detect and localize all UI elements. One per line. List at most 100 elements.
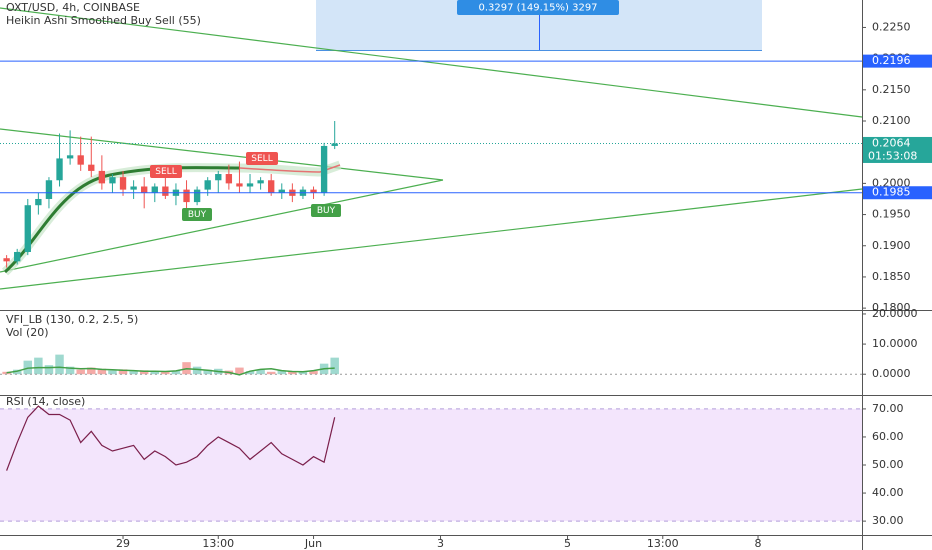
x-tick-label: 13:00 xyxy=(647,537,679,550)
candle-body xyxy=(88,164,95,171)
indicator-title: Vol (20) xyxy=(6,326,49,339)
candle-body xyxy=(162,186,169,196)
volume-bar xyxy=(309,370,318,375)
rsi-line xyxy=(6,405,336,471)
buy-signal xyxy=(182,208,212,221)
sell-signal xyxy=(246,152,278,165)
candle-body xyxy=(310,189,317,193)
indicator-title: VFI_LB (130, 0.2, 2.5, 5) xyxy=(6,313,138,326)
volume-bar xyxy=(108,370,117,375)
candle-body xyxy=(109,177,116,184)
y-tick-label: 70.00 xyxy=(872,402,904,415)
y-tick-label: 0.1950 xyxy=(872,208,911,221)
rsi-band xyxy=(0,408,862,522)
candle-body xyxy=(236,183,243,187)
volume-bar xyxy=(44,365,54,375)
volume-bar xyxy=(171,370,181,375)
indicator-title: RSI (14, close) xyxy=(6,395,85,408)
y-tick-label: 30.00 xyxy=(872,514,904,527)
sell-signal-label: SELL xyxy=(155,167,176,177)
candle-body xyxy=(193,189,201,203)
chart-title: OXT/USD, 4h, COINBASE xyxy=(6,1,140,14)
volume-bar xyxy=(65,366,75,375)
y-tick-label: 0.2150 xyxy=(872,83,911,96)
y-tick-label: 20.0000 xyxy=(872,307,918,320)
price-tag xyxy=(863,186,932,200)
candle-body xyxy=(66,155,74,159)
volume-bar xyxy=(23,360,33,375)
volume-bar xyxy=(330,357,339,375)
y-tick-label: 0.1900 xyxy=(872,239,911,252)
y-tick-label: 0.2250 xyxy=(872,20,911,33)
candle-body xyxy=(77,155,84,165)
y-tick-label: 40.00 xyxy=(872,486,904,499)
price-tag-label: 0.1985 xyxy=(872,186,911,199)
volume-bar xyxy=(55,354,64,375)
y-tick-label: 0.1800 xyxy=(872,301,911,314)
volume-bar xyxy=(192,366,202,375)
measure-label: 0.3297 (149.15%) 3297 xyxy=(478,3,597,14)
candle-body xyxy=(278,189,285,193)
x-tick-label: 5 xyxy=(564,537,571,550)
price-tag-label: 0.2196 xyxy=(872,54,911,67)
trend-line xyxy=(0,179,444,273)
volume-bar xyxy=(298,371,308,375)
vfi-line xyxy=(6,366,335,376)
candle-body xyxy=(151,186,158,193)
countdown-label: 01:53:08 xyxy=(868,149,917,162)
volume-bar xyxy=(87,367,96,375)
candle-body xyxy=(225,174,233,184)
trend-line xyxy=(0,7,863,118)
ha-smooth-line xyxy=(239,164,341,173)
volume-bar xyxy=(76,369,85,375)
y-tick-label: 0.1850 xyxy=(872,270,911,283)
x-tick-label: 3 xyxy=(437,537,444,550)
volume-bar xyxy=(245,371,255,375)
candle-body xyxy=(45,180,53,199)
y-tick-label: 0.2000 xyxy=(872,176,911,189)
candle-body xyxy=(257,180,264,184)
x-tick-label: 8 xyxy=(755,537,762,550)
buy-signal-label: BUY xyxy=(317,206,336,216)
y-tick-label: 50.00 xyxy=(872,458,904,471)
y-tick-label: 60.00 xyxy=(872,430,904,443)
candle-body xyxy=(215,174,222,181)
candle-body xyxy=(130,186,137,190)
candle-body xyxy=(183,189,190,203)
trend-line xyxy=(0,188,863,290)
price-tag xyxy=(863,54,932,68)
candle-body xyxy=(331,143,338,146)
buy-signal xyxy=(311,204,341,217)
measure-label-box xyxy=(457,0,619,15)
candle-body xyxy=(35,198,42,206)
volume-bar xyxy=(97,368,107,375)
indicator-title: Heikin Ashi Smoothed Buy Sell (55) xyxy=(6,14,201,27)
candle-body xyxy=(141,186,148,193)
sell-signal xyxy=(150,165,182,178)
volume-bar xyxy=(118,369,128,375)
price-tag-label: 0.2064 xyxy=(872,136,911,149)
candle-body xyxy=(268,180,275,193)
x-tick-label: 13:00 xyxy=(202,537,234,550)
volume-bar xyxy=(256,369,265,375)
buy-signal-label: BUY xyxy=(188,210,207,220)
trend-line xyxy=(0,128,444,181)
candle-body xyxy=(24,205,31,252)
ha-smooth-line xyxy=(3,166,241,274)
price-tag xyxy=(863,136,932,163)
volume-bar xyxy=(203,369,212,375)
volume-bar xyxy=(129,371,138,375)
volume-bar xyxy=(288,371,297,375)
candle-body xyxy=(14,251,21,262)
volume-bar xyxy=(139,370,149,375)
volume-bar xyxy=(161,371,170,375)
candle-body xyxy=(246,183,254,187)
x-tick-label: Jun xyxy=(304,537,322,550)
y-tick-label: 10.0000 xyxy=(872,337,918,350)
sell-signal-label: SELL xyxy=(251,154,272,164)
candle-body xyxy=(204,180,211,190)
volume-bar xyxy=(277,370,287,375)
candle-body xyxy=(320,145,328,193)
candle-body xyxy=(56,158,63,181)
